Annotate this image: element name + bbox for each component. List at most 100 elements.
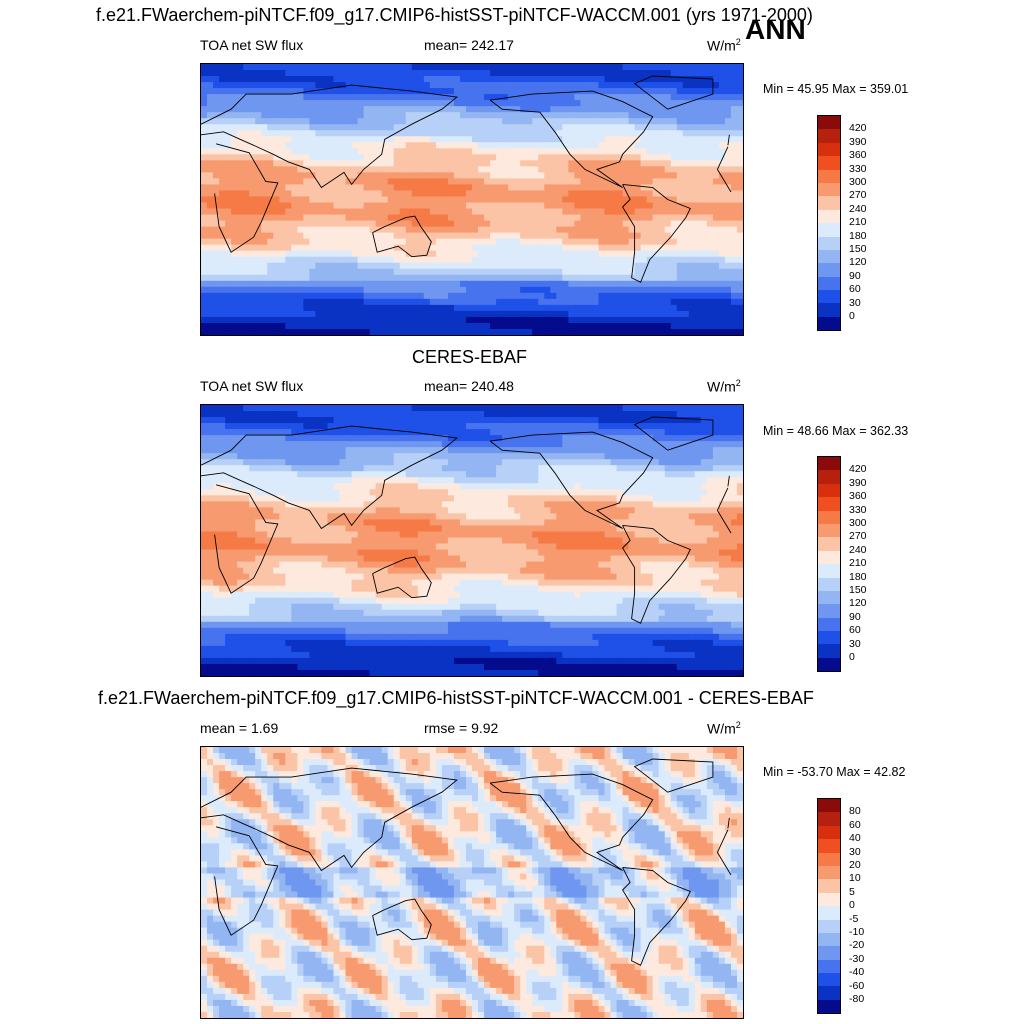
colorbar-segment (818, 617, 840, 632)
colorbar-tick-label: 420 (849, 463, 867, 476)
colorbar-tick-label: -30 (849, 952, 865, 965)
colorbar-tick-label: 360 (849, 149, 867, 162)
colorbar-segment (818, 564, 840, 578)
colorbar-segment (818, 457, 840, 471)
colorbar-tick-label: 20 (849, 859, 861, 871)
colorbar-segment (818, 631, 840, 645)
colorbar-segment (818, 812, 840, 826)
colorbar-tick-label: 390 (849, 476, 867, 489)
colorbar-segment (818, 263, 840, 277)
colorbar-tick-label: 10 (849, 872, 861, 885)
colorbar-tick-label: 150 (849, 243, 867, 255)
panel1-minmax: Min = 45.95 Max = 359.01 (763, 82, 909, 96)
colorbar-tick-label: 120 (849, 597, 867, 610)
colorbar-tick-label: 5 (849, 885, 855, 898)
colorbar-segment (818, 290, 840, 304)
coastline (214, 484, 279, 594)
colorbar-segment (818, 892, 840, 907)
map-field (201, 747, 743, 1018)
colorbar-tick-label: -5 (849, 912, 859, 925)
panel2-left-label: TOA net SW flux (200, 378, 304, 394)
coastline (372, 215, 432, 258)
coastline (201, 767, 458, 872)
colorbar-segment (818, 156, 840, 170)
colorbar-tick-label: 60 (849, 283, 861, 296)
panel3-colorbar (817, 798, 841, 1015)
colorbar-tick-label: 420 (849, 122, 867, 135)
colorbar-segment (818, 590, 840, 605)
colorbar-tick-label: 390 (849, 135, 867, 148)
panel3-mean-label: mean = 1.69 (200, 720, 279, 736)
colorbar-segment (818, 973, 840, 987)
figure-title: f.e21.FWaerchem-piNTCF.f09_g17.CMIP6-his… (96, 5, 813, 25)
colorbar-tick-label: 40 (849, 832, 861, 845)
coastline (727, 134, 730, 146)
coastline (633, 758, 714, 793)
colorbar-segment (818, 799, 840, 813)
panel1-units: W/m2 (707, 37, 741, 54)
coastline (727, 475, 730, 487)
colorbar-segment (818, 142, 840, 157)
coastline (633, 75, 714, 110)
colorbar-segment (818, 657, 840, 672)
colorbar-segment (818, 276, 840, 291)
colorbar-segment (818, 249, 840, 264)
colorbar-segment (818, 510, 840, 524)
coastline (622, 524, 691, 624)
colorbar-segment (818, 196, 840, 210)
colorbar-tick-label: 180 (849, 229, 867, 242)
coastline (214, 143, 279, 253)
coastline (717, 852, 732, 876)
coastline (717, 169, 732, 193)
panel2-heading: CERES-EBAF (412, 347, 528, 367)
map-field (201, 64, 743, 335)
coastline (716, 487, 729, 511)
colorbar-segment (818, 879, 840, 893)
colorbar-tick-label: 330 (849, 162, 867, 175)
colorbar-tick-label: 60 (849, 624, 861, 637)
colorbar-segment (818, 946, 840, 960)
panel1-colorbar (817, 115, 841, 332)
colorbar-segment (818, 470, 840, 484)
colorbar-tick-label: 80 (849, 805, 861, 818)
coastline (489, 773, 654, 871)
colorbar-segment (818, 316, 840, 331)
colorbar-tick-label: 300 (849, 517, 867, 529)
colorbar-segment (818, 999, 840, 1014)
colorbar-tick-label: 90 (849, 269, 861, 282)
colorbar-segment (818, 537, 840, 551)
colorbar-segment (818, 839, 840, 853)
colorbar-tick-label: -80 (849, 993, 865, 1005)
colorbar-tick-label: 0 (849, 310, 855, 322)
colorbar-tick-label: 210 (849, 216, 867, 229)
colorbar-segment (818, 209, 840, 224)
colorbar-segment (818, 303, 840, 317)
colorbar-segment (818, 852, 840, 866)
colorbar-tick-label: 30 (849, 637, 861, 650)
panel2-map (200, 404, 744, 677)
colorbar-tick-label: 0 (849, 651, 855, 663)
panel3-units: W/m2 (707, 720, 741, 737)
colorbar-tick-label: 330 (849, 503, 867, 516)
panel3-rmse-label: rmse = 9.92 (424, 720, 499, 736)
map-field (201, 405, 743, 676)
colorbar-tick-label: 270 (849, 530, 867, 543)
colorbar-segment (818, 604, 840, 618)
panel2-units: W/m2 (707, 378, 741, 395)
colorbar-segment (818, 116, 840, 130)
coastline (633, 416, 714, 451)
colorbar-segment (818, 223, 840, 237)
colorbar-segment (818, 919, 840, 933)
colorbar-tick-label: -40 (849, 966, 865, 979)
colorbar-segment (818, 906, 840, 920)
coastline (489, 431, 654, 529)
coastline (201, 425, 458, 530)
colorbar-tick-label: 240 (849, 202, 867, 215)
colorbar-tick-label: 90 (849, 610, 861, 623)
colorbar-tick-label: -60 (849, 979, 865, 992)
colorbar-tick-label: -10 (849, 926, 865, 938)
coastline (201, 84, 458, 189)
panel2-mean-label: mean= 240.48 (424, 378, 514, 394)
colorbar-segment (818, 169, 840, 183)
coastline (489, 90, 654, 188)
